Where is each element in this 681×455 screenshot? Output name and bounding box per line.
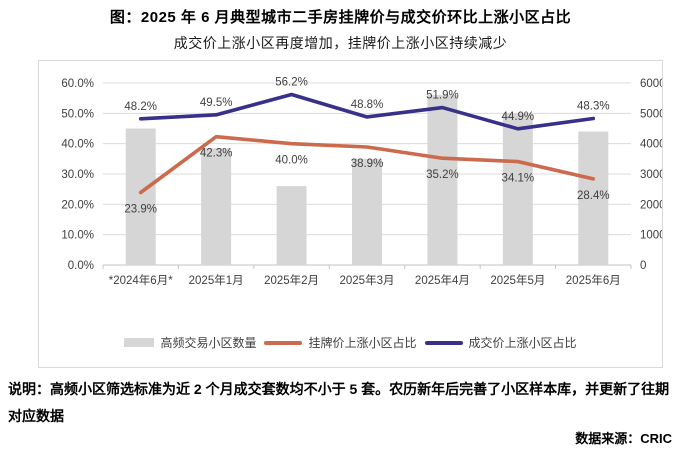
data-label: 51.9% [426, 90, 459, 102]
right-axis-tick-label: 2000 [640, 199, 662, 211]
x-axis-category-label: 2025年4月 [415, 273, 470, 287]
x-axis-category-label: *2024年6月* [109, 273, 173, 287]
data-label: 35.2% [426, 169, 459, 181]
data-label: 38.9% [351, 158, 384, 170]
legend-label: 成交价上涨小区占比 [468, 336, 577, 350]
bar [502, 113, 533, 265]
data-label: 44.9% [502, 111, 535, 123]
bar [578, 131, 609, 265]
legend-item-deal-line: 成交价上涨小区占比 [424, 334, 577, 351]
legend-label: 高频交易小区数量 [160, 336, 257, 350]
x-axis-category-label: 2025年5月 [490, 273, 545, 287]
right-axis-tick-label: 6000 [640, 78, 662, 90]
data-label: 48.8% [351, 99, 384, 111]
data-label: 28.4% [577, 190, 610, 202]
data-label: 40.0% [275, 155, 308, 167]
x-axis-category-label: 2025年3月 [340, 273, 395, 287]
bar [276, 186, 307, 265]
right-axis-tick-label: 1000 [640, 230, 662, 242]
x-axis-category-label: 2025年1月 [189, 273, 244, 287]
bar [125, 128, 156, 265]
data-label: 34.1% [502, 173, 535, 185]
right-axis-tick-label: 5000 [640, 108, 662, 120]
data-label: 56.2% [275, 77, 308, 89]
bar [427, 95, 458, 265]
data-source: 数据来源：CRIC [575, 431, 672, 446]
chart-legend: 高频交易小区数量 挂牌价上涨小区占比 成交价上涨小区占比 [39, 334, 662, 351]
left-axis-tick-label: 50.0% [61, 108, 94, 120]
left-axis-tick-label: 60.0% [61, 78, 94, 90]
bar [201, 148, 232, 265]
right-axis-tick-label: 3000 [640, 169, 662, 181]
legend-item-listing-line: 挂牌价上涨小区占比 [264, 334, 417, 351]
chart-frame: 0.0% 10.0% 20.0% 30.0% 40.0% 50.0% 60.0% 0 1000 2… [38, 60, 663, 368]
right-axis-tick-label: 0 [640, 260, 646, 272]
line-series [138, 134, 596, 195]
chart-subtitle: 成交价上涨小区再度增加，挂牌价上涨小区持续减少 [173, 35, 508, 51]
x-axis-category-label: 2025年2月 [264, 273, 319, 287]
data-label: 48.2% [124, 101, 157, 113]
chart-note: 说明：高频小区筛选标准为近 2 个月成交套数均不小于 5 套。农历新年后完善了小… [8, 381, 670, 424]
line-swatch-icon [424, 340, 463, 345]
left-axis-tick-label: 20.0% [61, 199, 94, 211]
left-axis-tick-label: 0.0% [68, 260, 94, 272]
chart-svg: 0.0% 10.0% 20.0% 30.0% 40.0% 50.0% 60.0% 0 1000 2… [61, 77, 662, 287]
legend-item-bar-series: 高频交易小区数量 [124, 334, 256, 351]
data-label: 23.9% [124, 204, 157, 216]
legend-label: 挂牌价上涨小区占比 [308, 336, 417, 350]
left-axis-tick-label: 30.0% [61, 169, 94, 181]
bar-swatch-icon [124, 338, 155, 347]
bar [352, 158, 382, 265]
chart-title: 图：2025 年 6 月典型城市二手房挂牌价与成交价环比上涨小区占比 [109, 9, 572, 26]
left-axis-tick-label: 10.0% [61, 230, 94, 242]
line-series [138, 92, 596, 131]
x-axis-category-label: 2025年6月 [566, 273, 621, 287]
right-axis-tick-label: 4000 [640, 139, 662, 151]
line-swatch-icon [264, 340, 303, 345]
left-axis-tick-label: 40.0% [61, 139, 94, 151]
data-label: 48.3% [577, 100, 610, 112]
data-label: 49.5% [200, 97, 233, 109]
data-label: 42.3% [200, 148, 233, 160]
